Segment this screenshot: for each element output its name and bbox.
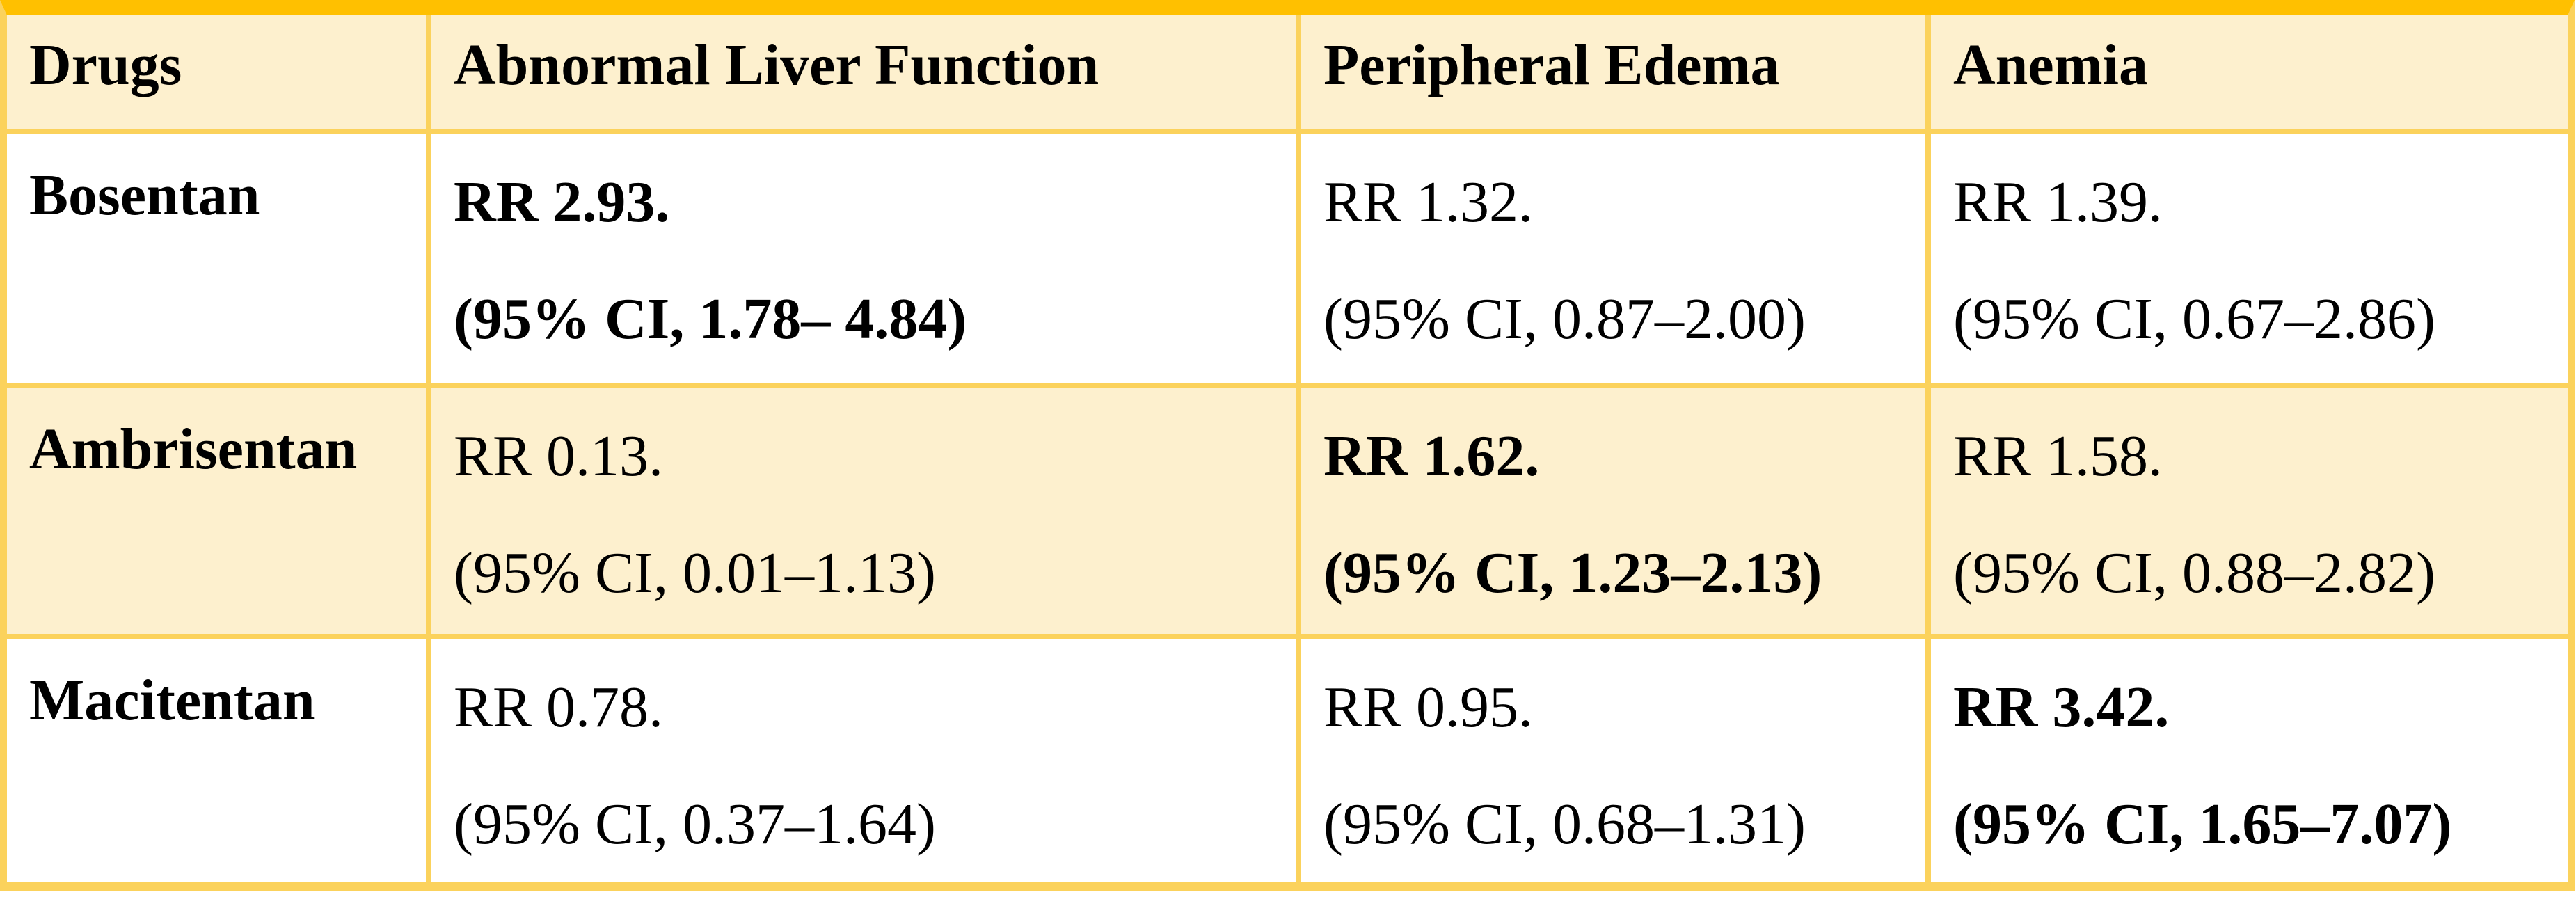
confidence-interval: (95% CI, 1.78– 4.84) (454, 287, 967, 352)
column-header-label: Anemia (1953, 33, 2148, 97)
relative-risk-value: RR 1.32. (1323, 170, 1534, 234)
column-header-drugs: Drugs (7, 15, 426, 129)
relative-risk-value: RR 1.39. (1953, 170, 2163, 234)
confidence-interval: (95% CI, 0.68–1.31) (1323, 792, 1806, 857)
confidence-interval: (95% CI, 0.88–2.82) (1953, 541, 2435, 606)
column-header-label: Abnormal Liver Function (454, 33, 1099, 97)
relative-risk-value: RR 1.62. (1323, 424, 1540, 488)
column-header-label: Peripheral Edema (1323, 33, 1780, 97)
cell-bosentan-abnormal-liver-function: RR 2.93. (95% CI, 1.78– 4.84) (431, 134, 1296, 383)
cell-macitentan-peripheral-edema: RR 0.95. (95% CI, 0.68–1.31) (1301, 639, 1925, 882)
cell-ambrisentan-abnormal-liver-function: RR 0.13. (95% CI, 0.01–1.13) (431, 388, 1296, 634)
cell-macitentan-anemia: RR 3.42. (95% CI, 1.65–7.07) (1931, 639, 2568, 882)
column-header-abnormal-liver-function: Abnormal Liver Function (431, 15, 1296, 129)
cell-bosentan-peripheral-edema: RR 1.32. (95% CI, 0.87–2.00) (1301, 134, 1925, 383)
cell-macitentan-abnormal-liver-function: RR 0.78. (95% CI, 0.37–1.64) (431, 639, 1296, 882)
row-header-bosentan: Bosentan (7, 134, 426, 383)
row-header-macitentan: Macitentan (7, 639, 426, 882)
cell-ambrisentan-anemia: RR 1.58. (95% CI, 0.88–2.82) (1931, 388, 2568, 634)
confidence-interval: (95% CI, 1.23–2.13) (1323, 541, 1822, 606)
confidence-interval: (95% CI, 0.37–1.64) (454, 792, 936, 857)
row-header-ambrisentan: Ambrisentan (7, 388, 426, 634)
relative-risk-value: RR 0.78. (454, 675, 664, 740)
confidence-interval: (95% CI, 0.01–1.13) (454, 541, 936, 606)
cell-bosentan-anemia: RR 1.39. (95% CI, 0.67–2.86) (1931, 134, 2568, 383)
drug-name: Macitentan (29, 668, 315, 733)
relative-risk-value: RR 0.95. (1323, 675, 1534, 740)
confidence-interval: (95% CI, 0.67–2.86) (1953, 287, 2435, 352)
drug-name: Ambrisentan (29, 417, 358, 482)
relative-risk-value: RR 3.42. (1953, 675, 2170, 740)
confidence-interval: (95% CI, 0.87–2.00) (1323, 287, 1806, 352)
confidence-interval: (95% CI, 1.65–7.07) (1953, 792, 2452, 857)
relative-risk-value: RR 0.13. (454, 424, 664, 488)
column-header-peripheral-edema: Peripheral Edema (1301, 15, 1925, 129)
column-header-label: Drugs (29, 33, 182, 97)
column-header-anemia: Anemia (1931, 15, 2568, 129)
relative-risk-value: RR 1.58. (1953, 424, 2163, 488)
relative-risk-value: RR 2.93. (454, 170, 670, 234)
drug-name: Bosentan (29, 163, 260, 228)
cell-ambrisentan-peripheral-edema: RR 1.62. (95% CI, 1.23–2.13) (1301, 388, 1925, 634)
